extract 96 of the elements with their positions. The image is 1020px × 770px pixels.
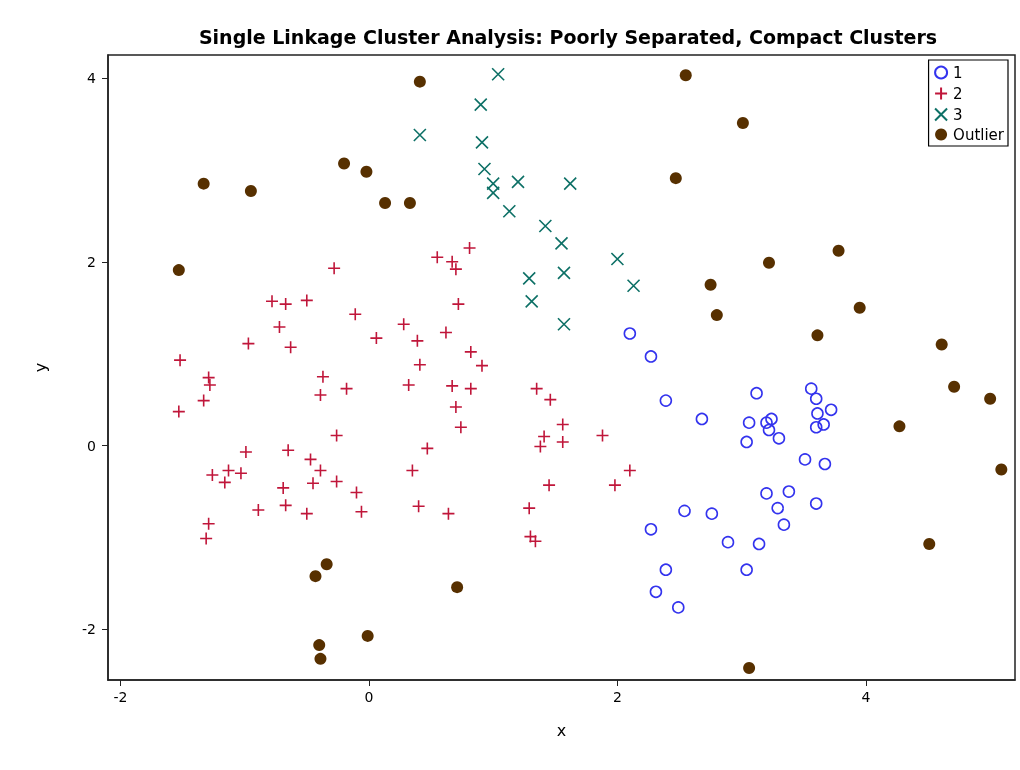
point	[309, 570, 322, 583]
point	[811, 329, 824, 342]
y-axis-title: y	[30, 362, 50, 373]
point	[313, 639, 326, 652]
point	[736, 117, 749, 130]
point	[809, 392, 823, 406]
point	[491, 67, 505, 82]
point	[649, 585, 663, 599]
point	[626, 278, 641, 293]
y-tick-label: -2	[82, 621, 96, 638]
point	[502, 204, 517, 219]
point	[742, 416, 756, 429]
legend-label: 3	[953, 105, 963, 124]
point	[659, 563, 673, 576]
point	[379, 196, 392, 209]
point	[563, 176, 577, 191]
point	[772, 431, 786, 445]
point	[473, 97, 488, 112]
x-axis-title: x	[556, 720, 567, 740]
point	[557, 266, 571, 280]
point	[762, 423, 776, 437]
legend-label: Outlier	[953, 125, 1005, 144]
point	[782, 485, 796, 498]
y-tick-label: 0	[87, 437, 96, 454]
point	[923, 537, 936, 550]
x-tick-label: 4	[861, 689, 871, 705]
point	[765, 412, 778, 426]
point	[760, 487, 773, 500]
point	[522, 271, 536, 286]
point	[486, 186, 500, 200]
point	[798, 453, 812, 466]
point	[777, 518, 791, 531]
point	[669, 172, 682, 185]
point	[811, 407, 824, 420]
point	[524, 294, 539, 309]
point	[538, 219, 553, 233]
point	[809, 420, 823, 434]
point	[853, 301, 866, 314]
point	[338, 157, 351, 170]
point	[984, 392, 997, 405]
point	[672, 601, 685, 614]
point	[710, 309, 723, 322]
point	[644, 350, 658, 363]
point	[704, 278, 717, 291]
legend-label: 2	[953, 84, 963, 103]
point	[817, 418, 830, 431]
point	[818, 457, 832, 471]
point	[948, 380, 961, 393]
x-tick-label: 2	[612, 689, 622, 705]
point	[413, 75, 426, 88]
point	[763, 256, 775, 269]
point	[760, 416, 773, 429]
point	[511, 175, 525, 189]
point	[172, 264, 185, 277]
point	[244, 185, 257, 198]
y-tick-label: 4	[87, 69, 97, 86]
point	[721, 535, 735, 549]
point	[705, 507, 719, 520]
point	[679, 69, 692, 82]
x-tick-label: -2	[113, 689, 128, 705]
point	[771, 501, 784, 515]
point	[475, 135, 489, 150]
point	[752, 537, 766, 551]
point	[824, 403, 838, 417]
point	[554, 236, 569, 251]
point	[320, 558, 333, 571]
point	[740, 435, 753, 449]
point	[623, 327, 637, 340]
chart-title: Single Linkage Cluster Analysis: Poorly Separated, Compact Clusters	[198, 25, 938, 48]
point	[610, 252, 625, 266]
point	[750, 386, 763, 400]
point	[413, 128, 427, 142]
point	[659, 394, 673, 407]
point	[403, 196, 416, 209]
point	[644, 522, 658, 536]
point	[809, 497, 823, 510]
point	[197, 177, 210, 190]
point	[893, 420, 906, 433]
point	[995, 463, 1008, 476]
point	[695, 412, 709, 426]
point	[743, 662, 756, 675]
point	[486, 176, 500, 191]
point	[804, 382, 818, 395]
point	[477, 162, 492, 176]
point	[678, 504, 691, 518]
legend-label: 1	[953, 63, 963, 82]
x-tick-label: 0	[364, 689, 374, 705]
point	[314, 652, 327, 665]
point	[935, 338, 948, 351]
point	[451, 581, 464, 594]
point	[360, 165, 373, 178]
y-tick-label: 2	[87, 253, 96, 270]
point	[557, 317, 571, 332]
point	[361, 629, 374, 642]
point	[740, 563, 753, 576]
point	[832, 244, 845, 257]
